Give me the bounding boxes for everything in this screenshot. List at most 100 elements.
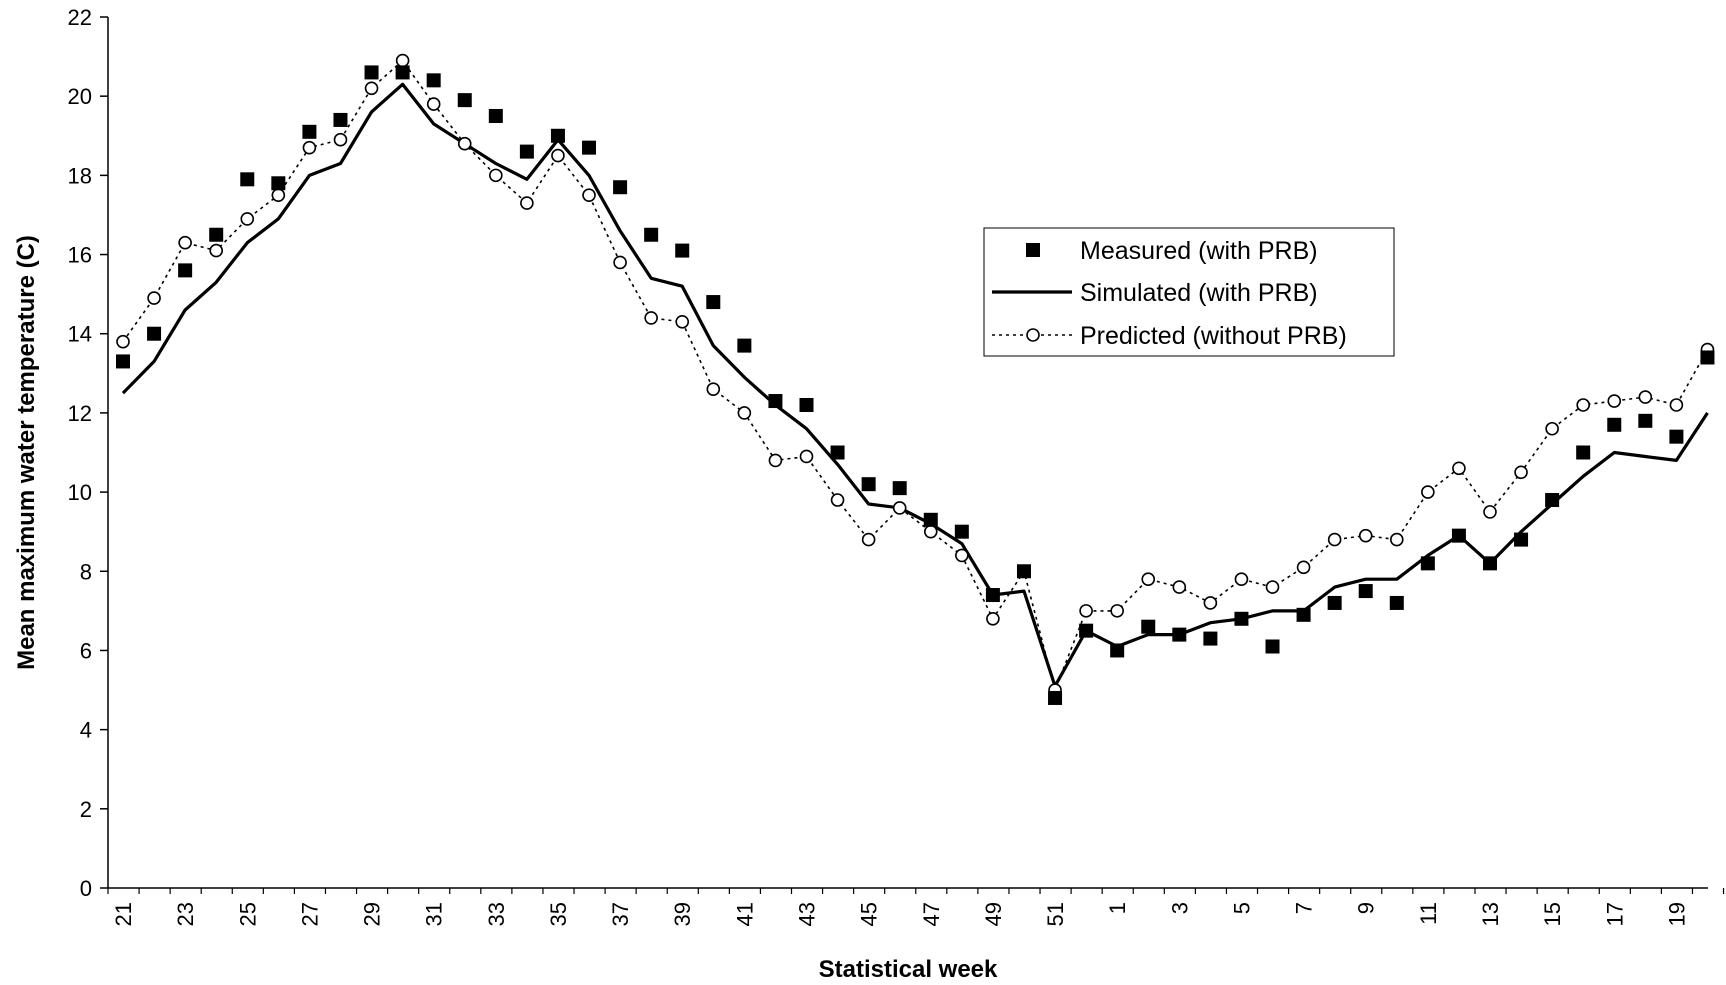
predicted-point xyxy=(1421,485,1435,499)
x-tick-label: 29 xyxy=(360,902,385,926)
measured-point xyxy=(271,176,286,191)
measured-point xyxy=(1327,595,1342,610)
y-tick-label: 4 xyxy=(80,718,92,743)
measured-point xyxy=(613,180,628,195)
x-tick-label: 11 xyxy=(1416,902,1441,925)
predicted-point xyxy=(520,196,534,210)
predicted-point xyxy=(830,493,845,507)
y-tick-label: 22 xyxy=(68,5,92,30)
x-tick-label: 37 xyxy=(608,902,633,926)
measured-point xyxy=(675,243,690,258)
x-tick-label: 19 xyxy=(1664,902,1689,926)
predicted-point xyxy=(1452,461,1466,476)
measured-point xyxy=(799,397,814,412)
predicted-point xyxy=(426,97,441,111)
predicted-point xyxy=(923,524,938,539)
measured-point xyxy=(985,588,1000,603)
predicted-point xyxy=(768,453,783,468)
measured-point xyxy=(737,338,752,353)
x-tick-label: 51 xyxy=(1043,902,1068,926)
predicted-point xyxy=(955,548,969,563)
y-tick-label: 14 xyxy=(68,322,92,347)
y-tick-label: 20 xyxy=(68,84,92,109)
predicted-point xyxy=(675,315,690,329)
y-axis-ticks: 0 2 4 6 8 10 12 14 16 18 20 22 xyxy=(68,5,108,901)
measured-point xyxy=(333,112,348,127)
predicted-point xyxy=(799,449,814,464)
measured-point xyxy=(519,144,534,159)
predicted-point xyxy=(1234,572,1249,586)
x-tick-label: 5 xyxy=(1229,902,1254,914)
measured-point xyxy=(302,124,317,139)
predicted-point xyxy=(116,334,130,349)
predicted-point xyxy=(178,235,192,250)
predicted-point xyxy=(209,243,224,258)
predicted-point xyxy=(1079,604,1093,618)
x-tick-label: 17 xyxy=(1602,902,1627,926)
measured-point xyxy=(1265,639,1280,654)
y-tick-label: 18 xyxy=(68,163,92,188)
predicted-point xyxy=(1483,505,1497,519)
measured-point xyxy=(1482,556,1497,571)
measured-point xyxy=(861,477,876,492)
measured-point xyxy=(1700,350,1715,365)
x-axis-title: Statistical week xyxy=(819,956,998,983)
legend-items: Measured (with PRB) Simulated (with PRB) P… xyxy=(992,237,1347,350)
legend: Measured (with PRB) Simulated (with PRB) P… xyxy=(983,227,1395,357)
y-tick-label: 12 xyxy=(68,401,92,426)
predicted-point xyxy=(986,611,1000,626)
predicted-point xyxy=(1265,580,1280,594)
measured-point xyxy=(1669,429,1684,444)
predicted-point xyxy=(1607,394,1622,408)
measured-point xyxy=(1576,445,1591,460)
measured-point xyxy=(550,128,565,143)
measured-point xyxy=(706,295,721,310)
x-tick-label: 27 xyxy=(297,902,322,926)
y-axis-title: Mean maximum water temperature (C) xyxy=(13,235,40,670)
measured-point xyxy=(954,524,969,539)
measured-point xyxy=(1110,643,1125,658)
measured-point xyxy=(1451,528,1466,543)
y-tick-label: 6 xyxy=(80,638,92,663)
predicted-point xyxy=(395,53,410,68)
y-tick-label: 10 xyxy=(68,480,92,505)
plot-series xyxy=(116,53,1715,705)
x-tick-label: 3 xyxy=(1167,902,1192,914)
x-tick-label: 31 xyxy=(422,902,447,926)
y-tick-label: 16 xyxy=(68,243,92,268)
predicted-point xyxy=(457,136,472,151)
series-line-simulated xyxy=(121,82,1709,688)
measured-point xyxy=(1203,631,1218,646)
legend-label: Simulated (with PRB) xyxy=(1080,279,1318,307)
x-tick-label: 35 xyxy=(546,902,571,926)
x-tick-label: 45 xyxy=(857,902,882,926)
predicted-point xyxy=(1141,572,1156,586)
measured-point xyxy=(1358,584,1373,599)
predicted-point xyxy=(240,212,255,226)
x-tick-label: 21 xyxy=(111,902,136,926)
predicted-point xyxy=(706,382,721,396)
x-tick-label: 15 xyxy=(1540,902,1565,926)
predicted-point xyxy=(582,188,596,202)
predicted-point xyxy=(1358,528,1373,543)
x-axis-ticks: 21 23 25 27 29 31 33 35 37 39 41 43 45 47 49 51 1 3 5 7 9 11 1… xyxy=(107,888,1725,926)
legend-label: Measured (with PRB) xyxy=(1080,237,1318,265)
x-tick-label: 43 xyxy=(794,902,819,926)
predicted-point xyxy=(892,501,907,515)
measured-point xyxy=(116,354,130,369)
predicted-point xyxy=(1203,596,1218,610)
measured-point xyxy=(488,108,503,123)
measured-point xyxy=(1514,532,1529,547)
measured-point xyxy=(892,481,907,496)
y-tick-label: 8 xyxy=(80,559,92,584)
x-tick-label: 13 xyxy=(1478,902,1503,926)
measured-point xyxy=(768,394,783,409)
predicted-point xyxy=(1669,398,1684,412)
measured-point xyxy=(644,227,659,242)
measured-point xyxy=(830,445,845,460)
predicted-point xyxy=(737,406,752,420)
predicted-point xyxy=(489,168,503,183)
measured-point xyxy=(147,326,162,341)
measured-point xyxy=(395,65,410,80)
